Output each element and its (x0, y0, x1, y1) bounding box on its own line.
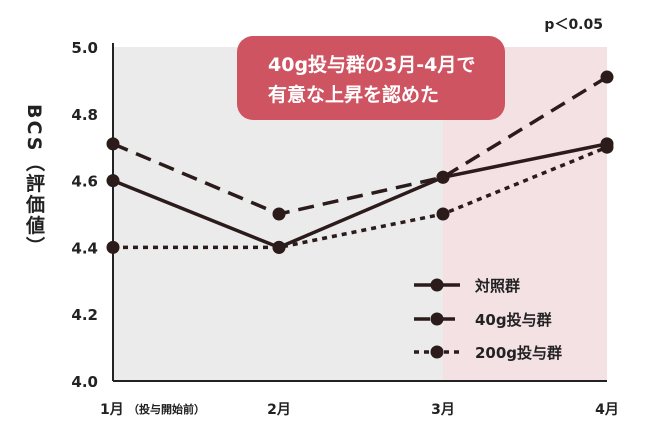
data-point (106, 174, 120, 188)
y-tick-label: 4.2 (71, 306, 98, 324)
annotation-line-1: 40g投与群の3月-4月で (268, 53, 475, 76)
data-point (436, 207, 450, 221)
data-point (436, 170, 450, 184)
series-group (106, 70, 614, 254)
annotation-line-2: 有意な上昇を認めた (268, 83, 439, 106)
data-point (600, 70, 614, 84)
x-tick-label: 4月 (595, 402, 619, 418)
series-line (112, 142, 608, 250)
y-tick-label: 4.4 (71, 239, 98, 257)
data-point (600, 140, 614, 154)
x-tick-note: （投与開始前） (128, 402, 205, 416)
y-tick-label: 4.0 (71, 373, 98, 391)
significance-label: p＜0.05 (544, 17, 603, 33)
y-tick-label: 4.8 (71, 106, 98, 124)
legend-label: 対照群 (474, 277, 520, 295)
legend: 対照群 40g投与群 200g投与群 (414, 277, 562, 362)
x-tick-label: 3月 (431, 402, 455, 418)
legend-label: 40g投与群 (475, 311, 552, 329)
legend-marker (430, 345, 444, 359)
x-tick-labels: 1月 （投与開始前） 2月 3月 4月 (100, 402, 619, 418)
y-tick-label: 4.6 (71, 173, 98, 191)
legend-marker (430, 312, 444, 326)
x-tick-label: 1月 (100, 402, 124, 418)
series-line (112, 75, 608, 216)
y-tick-labels: 4.0 4.2 4.4 4.6 4.8 5.0 (71, 39, 98, 391)
axes (112, 43, 607, 382)
data-point (272, 207, 286, 221)
data-point (106, 137, 120, 151)
data-point (106, 240, 120, 254)
legend-label: 200g投与群 (475, 344, 562, 362)
y-axis-label: BCS（評価値） (23, 104, 46, 257)
series-line (113, 145, 608, 250)
y-tick-label: 5.0 (71, 39, 98, 57)
annotation-box: 40g投与群の3月-4月で 有意な上昇を認めた (237, 36, 505, 120)
data-point (272, 240, 286, 254)
legend-marker (430, 278, 444, 292)
x-tick-label: 2月 (267, 402, 291, 418)
